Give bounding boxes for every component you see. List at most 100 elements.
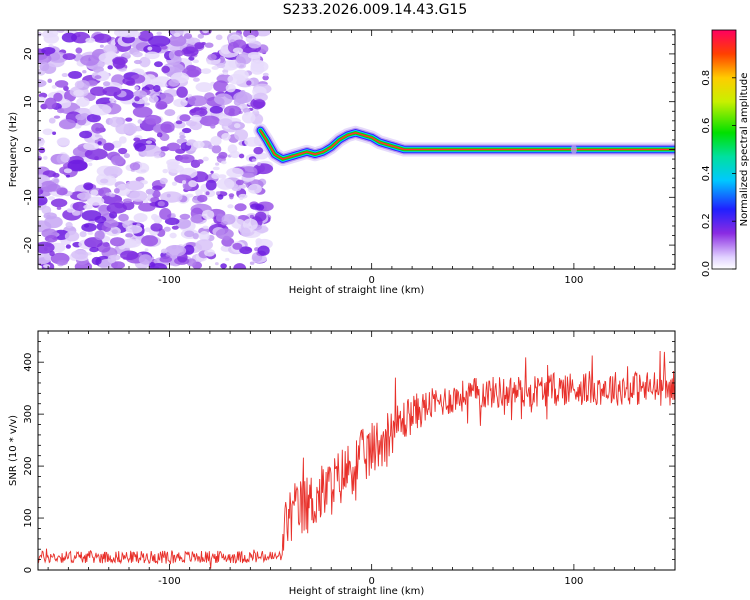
noise-blob [39,61,50,72]
noise-blob [103,219,119,228]
colorbar-tick-label: 0.4 [701,165,712,181]
noise-blob [242,107,251,114]
noise-blob [215,34,223,41]
colorbar-tick-label: 0.8 [701,70,712,86]
noise-blob [38,241,55,254]
noise-blob [143,44,162,54]
y-tick-label: 200 [23,457,34,476]
noise-blob [150,223,163,232]
noise-blob [47,78,53,84]
noise-blob [186,68,200,78]
noise-blob [252,99,266,109]
snr-series-line [38,350,675,569]
noise-blob [233,69,249,81]
noise-blob [64,231,80,242]
noise-blob [45,235,58,243]
noise-blob [194,42,205,50]
noise-blob [174,174,192,184]
noise-blob [234,129,249,141]
noise-blob [234,203,247,212]
noise-blob [51,84,57,89]
noise-blob [109,237,125,247]
noise-blob [105,192,111,196]
noise-blob [49,250,55,257]
noise-blob [159,191,183,203]
noise-blob [107,255,117,264]
noise-blob [146,195,152,199]
noise-blob [56,108,65,114]
noise-blob [38,96,46,103]
noise-blob [181,127,192,134]
noise-blob [181,46,199,57]
noise-blob [152,190,161,199]
noise-blob [53,115,61,119]
noise-blob [163,226,171,232]
noise-blob [152,185,163,191]
noise-blob [60,153,70,163]
noise-blob [38,147,46,154]
noise-blob [133,59,143,65]
noise-blob [48,43,54,48]
noise-blob [56,137,70,146]
noise-blob [38,195,48,206]
y-tick-label: 10 [23,95,34,108]
noise-blob [147,46,153,51]
noise-blob [205,191,210,196]
trace-band-5 [259,129,675,160]
colorbar-gradient [711,29,737,270]
noise-blob [75,113,86,121]
noise-blob [120,250,139,261]
noise-blob [209,106,223,114]
noise-blob [113,30,130,37]
noise-blob [173,32,181,38]
noise-blob [38,31,42,37]
noise-blob [195,239,213,251]
noise-blob [211,66,219,70]
noise-blob [166,158,180,167]
noise-blob [190,114,202,122]
noise-blob [218,118,233,127]
noise-blob [201,209,215,220]
noise-blob [83,142,100,151]
colorbar-label: Normalized spectral amplitude [739,73,750,227]
noise-blob [197,159,204,164]
noise-blob [132,51,143,58]
noise-blob [108,116,123,128]
noise-blob [204,248,216,257]
noise-blob [202,156,209,162]
noise-blob [204,42,214,48]
noise-blob [166,142,181,152]
noise-blob [217,194,224,200]
noise-blob [38,182,43,188]
noise-blob [160,45,168,50]
noise-blob [44,97,57,110]
y-axis-title: SNR (10 * v/v) [8,415,19,486]
noise-blob [257,245,270,256]
noise-blob [190,214,205,224]
noise-blob [192,59,199,64]
noise-blob [253,163,274,175]
noise-blob [167,164,184,174]
noise-blob [133,213,148,223]
noise-blob [255,204,265,211]
colorbar-tick-label: 0.0 [701,261,712,277]
noise-blob [134,96,140,102]
y-tick-label: 0 [23,146,34,152]
noise-blob [38,79,47,88]
noise-blob [164,217,180,226]
noise-blob [215,162,220,166]
noise-blob [145,188,154,195]
x-tick-label: 100 [564,275,583,286]
noise-blob [205,179,217,191]
noise-blob [125,180,145,191]
noise-blob [232,47,244,54]
noise-blob [164,244,187,257]
noise-blob [249,261,255,265]
noise-blob [223,105,242,117]
noise-blob [148,95,159,103]
noise-blob [159,256,173,263]
noise-blob [47,183,61,192]
x-tick-label: 0 [368,576,374,587]
noise-blob [179,131,185,137]
